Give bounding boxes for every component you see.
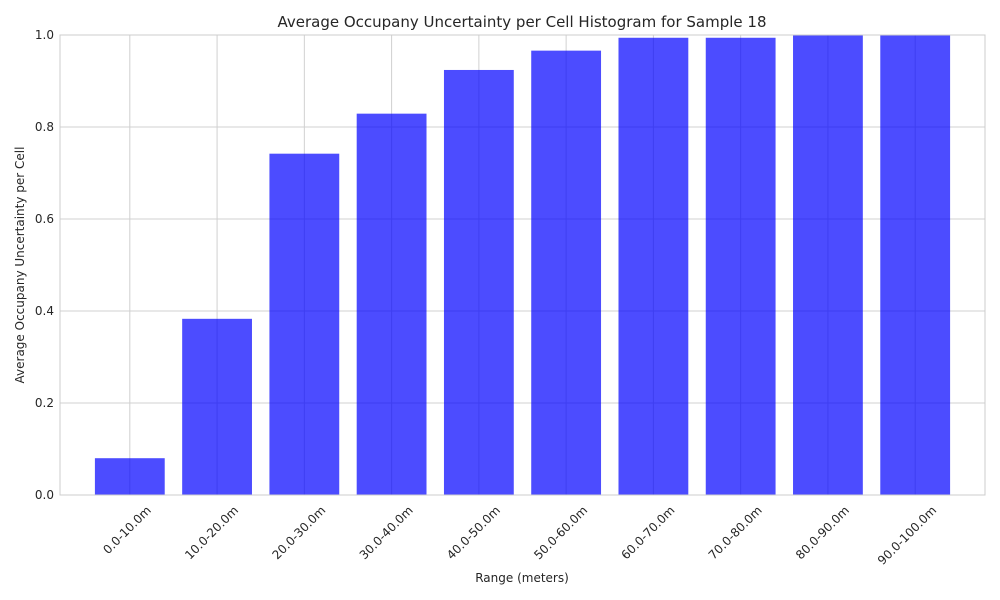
x-tick-label: 40.0-50.0m bbox=[444, 503, 503, 562]
y-tick-label: 0.8 bbox=[35, 120, 54, 134]
y-tick-label: 0.4 bbox=[35, 304, 54, 318]
y-axis-label: Average Occupany Uncertainty per Cell bbox=[13, 147, 27, 384]
x-tick-label: 80.0-90.0m bbox=[793, 503, 852, 562]
bar bbox=[356, 113, 427, 495]
y-tick-label: 0.6 bbox=[35, 212, 54, 226]
y-tick-label: 0.0 bbox=[35, 488, 54, 502]
bar bbox=[269, 153, 340, 495]
x-tick-label: 20.0-30.0m bbox=[269, 503, 328, 562]
plot-frame bbox=[59, 34, 986, 496]
x-axis-ticks: 0.0-10.0m 10.0-20.0m 20.0-30.0m 30.0-40.0m 4… bbox=[100, 503, 939, 567]
bar bbox=[618, 37, 689, 495]
x-tick-label: 10.0-20.0m bbox=[182, 503, 241, 562]
x-tick-label: 70.0-80.0m bbox=[706, 503, 765, 562]
bars bbox=[94, 35, 951, 496]
bar bbox=[705, 37, 776, 495]
chart-title: Average Occupany Uncertainty per Cell Hi… bbox=[277, 13, 766, 31]
x-tick-label: 30.0-40.0m bbox=[357, 503, 416, 562]
x-axis-label: Range (meters) bbox=[475, 571, 569, 585]
bar bbox=[182, 318, 252, 495]
x-tick-label: 90.0-100.0m bbox=[875, 503, 939, 567]
bar bbox=[443, 69, 514, 496]
y-tick-label: 1.0 bbox=[35, 28, 54, 42]
x-tick-label: 0.0-10.0m bbox=[100, 503, 154, 557]
bar bbox=[793, 35, 863, 496]
bar bbox=[94, 458, 165, 495]
y-axis-ticks: 0.0 0.2 0.4 0.6 0.8 1.0 bbox=[35, 28, 54, 502]
x-tick-label: 60.0-70.0m bbox=[618, 503, 677, 562]
y-tick-label: 0.2 bbox=[35, 396, 54, 410]
bar bbox=[531, 50, 602, 495]
x-tick-label: 50.0-60.0m bbox=[531, 503, 590, 562]
bar bbox=[880, 35, 951, 496]
